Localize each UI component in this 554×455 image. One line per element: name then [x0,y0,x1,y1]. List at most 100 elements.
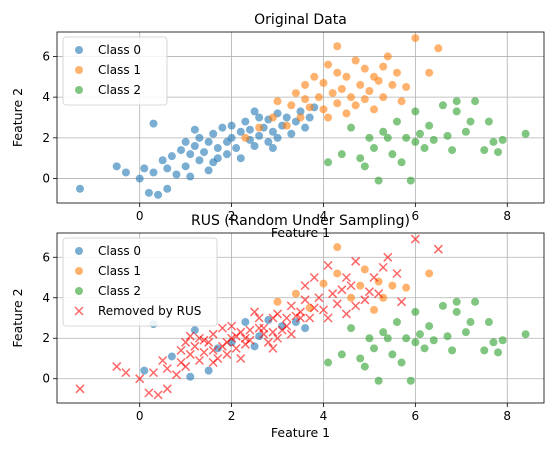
data-point-class-2 [392,318,401,327]
data-point-class-2 [443,131,452,140]
removed-marker [314,293,324,303]
data-point-class-2 [337,350,346,359]
data-point-class-2 [489,338,498,347]
data-point-class-2 [324,358,333,367]
data-point-class-1 [383,52,392,61]
data-point-class-1 [296,113,305,122]
removed-marker [236,353,246,364]
data-point-class-0 [149,168,158,177]
removed-marker [176,357,186,368]
legend-label: Class 0 [98,244,141,258]
data-point-class-1 [319,105,328,114]
legend-marker [75,86,83,94]
y-tick-label: 0 [42,172,50,186]
data-point-class-1 [333,68,342,77]
removed-marker [341,309,351,319]
data-point-class-2 [480,346,489,355]
data-point-class-2 [498,135,507,144]
data-point-class-2 [452,107,461,116]
removed-marker [199,347,209,357]
data-point-class-2 [402,133,411,142]
removed-marker [190,341,200,351]
removed-marker [392,268,402,279]
data-point-class-0 [190,125,199,134]
data-point-class-2 [383,133,392,142]
removed-marker [144,388,154,398]
data-point-class-2 [360,362,369,371]
data-point-class-2 [347,324,356,333]
removed-marker [240,339,250,349]
data-point-class-2 [415,129,424,138]
data-point-class-0 [222,150,231,159]
removed-marker [286,301,296,311]
removed-marker [194,355,204,366]
removed-marker [245,325,255,335]
legend-label: Class 1 [98,264,141,278]
subplot-1: 0 2 4 6 8 0 2 4 6 Feature 1 Feature 2 Original Data… [10,12,545,240]
removed-marker [153,390,163,400]
data-point-class-2 [420,144,429,153]
data-point-class-1 [241,133,250,142]
data-point-class-1 [301,80,310,89]
data-point-class-0 [250,142,259,150]
data-point-class-0 [241,117,250,126]
data-point-class-1 [351,56,360,65]
data-point-class-2 [370,344,379,353]
data-point-class-1 [314,93,323,102]
data-point-class-1 [392,68,401,77]
data-points [75,34,530,199]
data-point-class-0 [149,119,158,128]
data-point-class-1 [324,113,333,122]
data-point-class-2 [420,344,429,353]
axes-frame [56,232,545,404]
y-tick-label: 6 [42,49,50,63]
data-point-class-2 [374,376,383,385]
data-point-class-1 [370,105,379,114]
data-point-class-0 [232,144,241,153]
data-point-class-2 [438,101,447,110]
data-point-class-1 [337,85,346,93]
x-tick-label: 6 [412,409,420,423]
removed-marker [135,374,145,384]
data-point-class-1 [342,72,351,81]
y-axis-title: Feature 2 [10,288,25,347]
data-point-class-0 [158,156,167,165]
data-point-class-1 [425,68,434,77]
removed-marker [263,337,273,347]
removed-marker [433,244,443,254]
data-point-class-2 [448,346,457,355]
removed-marker [217,323,227,333]
legend-marker [74,306,84,316]
removed-marker [185,331,195,341]
data-point-class-2 [379,127,388,136]
data-point-class-1 [360,265,369,274]
removed-marker [397,297,407,307]
data-point-class-0 [200,148,209,157]
legend-label: Class 2 [98,83,141,97]
removed-marker [185,349,195,359]
removed-marker [171,370,181,380]
data-point-class-0 [273,133,282,142]
subplots: 0 2 4 6 8 0 2 4 6 Feature 1 Feature 2 Original Data… [10,12,545,440]
x-tick-label: 0 [136,409,144,423]
data-point-class-0 [172,170,181,179]
data-point-class-2 [411,338,420,347]
removed-marker [227,333,237,343]
data-point-class-0 [264,137,273,146]
y-tick-label: 2 [42,131,50,145]
data-point-class-1 [379,93,388,102]
data-point-class-2 [480,146,489,155]
x-tick-label: 8 [503,409,511,423]
data-point-class-2 [438,301,447,310]
removed-marker [181,337,191,347]
data-point-class-2 [471,97,480,106]
removed-marker [217,341,227,351]
removed-marker [323,260,333,270]
legend-marker [75,66,83,74]
data-point-class-2 [383,334,392,343]
data-point-class-0 [144,188,153,197]
removed-marker [277,325,287,335]
chart-title: RUS (Random Under Sampling) [191,213,410,229]
removed-marker [272,333,283,343]
removed-marker [300,281,310,291]
